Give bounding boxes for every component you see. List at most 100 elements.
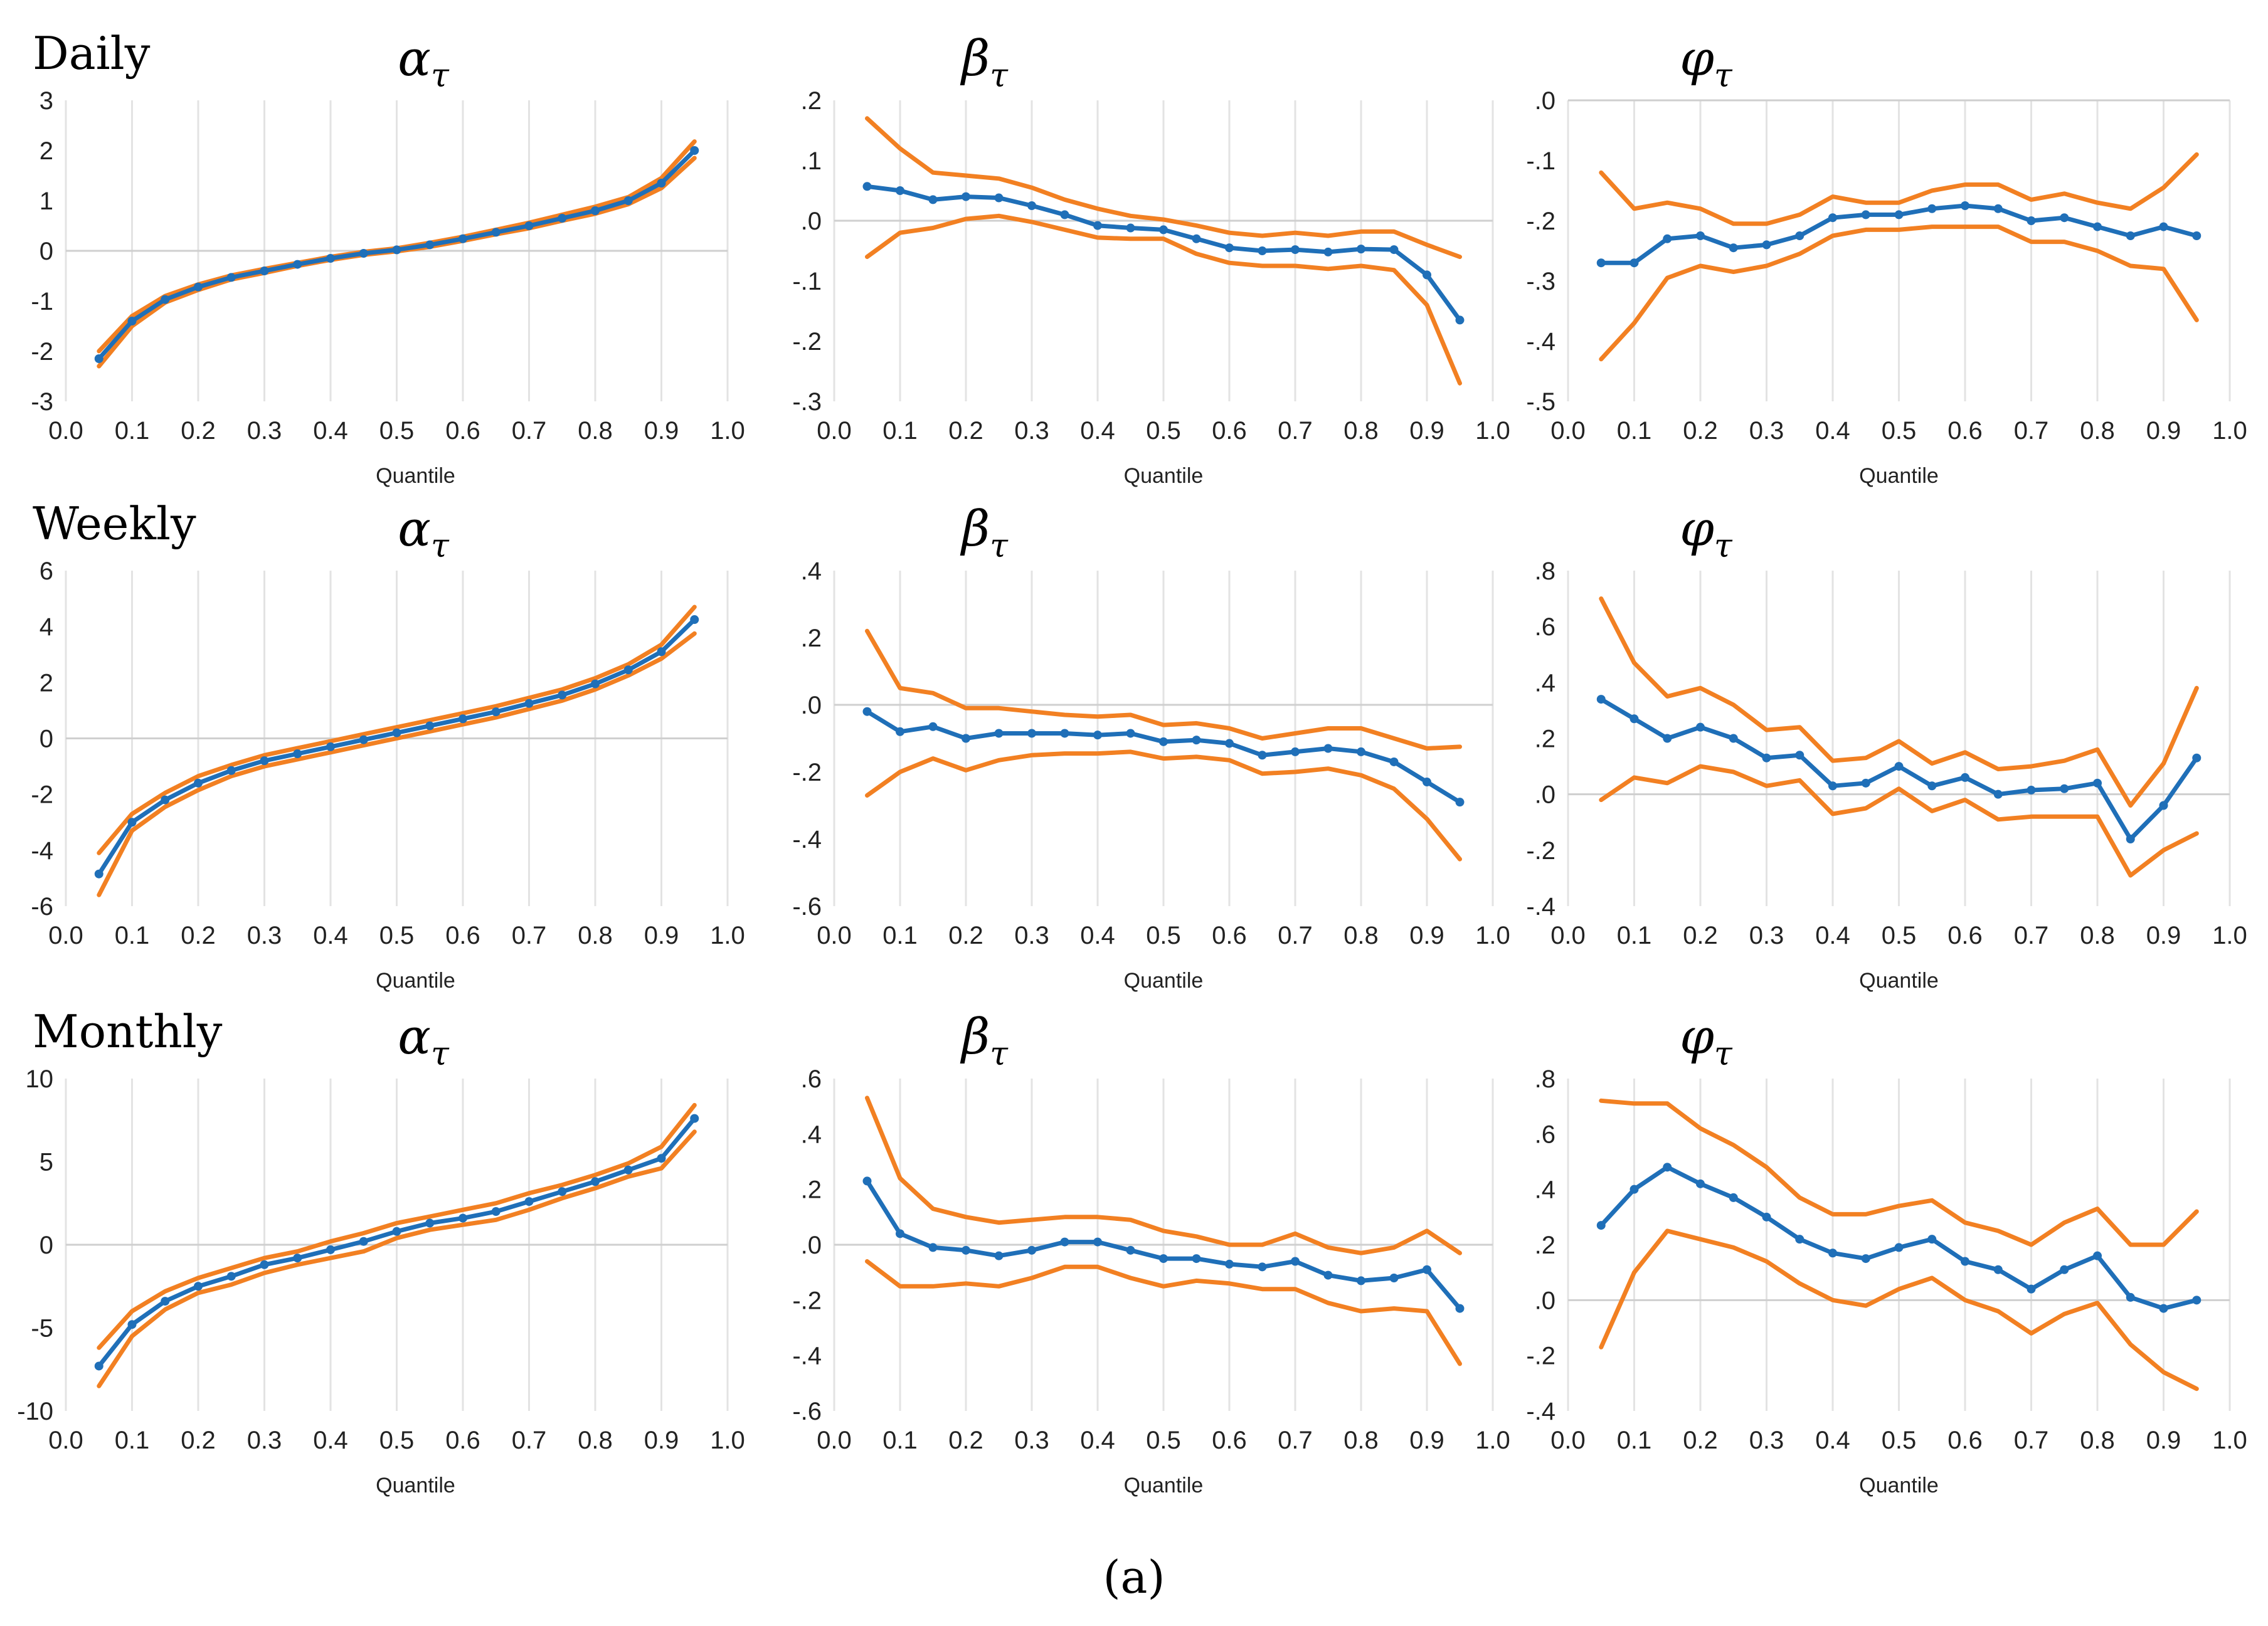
- y-tick-label: .4: [1535, 1176, 1555, 1204]
- x-tick-label: 0.7: [1278, 417, 1313, 445]
- x-tick-label: 0.4: [313, 1427, 348, 1454]
- x-tick-label: 0.6: [1212, 922, 1247, 949]
- x-tick-label: 0.6: [1212, 417, 1247, 445]
- estimate-point: [524, 699, 534, 708]
- estimate-point: [293, 1254, 302, 1263]
- estimate-point: [558, 690, 567, 700]
- estimate-point: [2060, 213, 2069, 223]
- x-tick-label: 1.0: [2212, 417, 2247, 445]
- panel-title: ατ: [398, 1009, 450, 1073]
- panel-title: βτ: [960, 1009, 1009, 1073]
- y-tick-label: .8: [1535, 557, 1555, 585]
- x-tick-label: 0.6: [445, 922, 480, 949]
- estimate-point: [1060, 210, 1069, 219]
- estimate-point: [359, 1237, 368, 1246]
- estimate-point: [2027, 785, 2036, 795]
- estimate-point: [194, 282, 203, 292]
- estimate-point: [425, 240, 435, 250]
- y-tick-label: 4: [40, 613, 53, 641]
- estimate-point: [1861, 778, 1870, 788]
- estimate-point: [1894, 762, 1904, 771]
- y-tick-label: .4: [801, 557, 822, 585]
- estimate-point: [1423, 778, 1431, 787]
- upper-bound-line: [97, 604, 697, 855]
- estimate-point: [1828, 213, 1837, 223]
- x-axis-label: Quantile: [1124, 464, 1204, 488]
- estimate-point: [1291, 747, 1300, 756]
- estimate-point: [2027, 1284, 2036, 1294]
- x-tick-label: 0.5: [1882, 922, 1917, 949]
- y-tick-label: -6: [31, 893, 53, 921]
- estimate-point: [392, 245, 401, 255]
- x-tick-label: 1.0: [1475, 922, 1510, 949]
- estimate-point: [425, 721, 435, 731]
- y-tick-label: .0: [1535, 1287, 1555, 1314]
- y-tick-label: .0: [801, 208, 822, 235]
- x-tick-label: 0.7: [1278, 1427, 1313, 1454]
- estimate-point: [2093, 1251, 2102, 1260]
- estimate-point: [524, 1197, 534, 1206]
- x-tick-label: 0.7: [512, 417, 547, 445]
- estimate-point: [928, 1243, 938, 1252]
- estimate-point: [1927, 1235, 1937, 1244]
- estimate-point: [1357, 245, 1365, 254]
- estimate-point: [1993, 204, 2003, 213]
- x-tick-label: 0.9: [1409, 417, 1444, 445]
- x-tick-label: 0.5: [379, 417, 415, 445]
- estimate-point: [2192, 1296, 2202, 1305]
- lower-bound-line: [865, 213, 1462, 386]
- estimate-point: [1159, 737, 1168, 746]
- estimate-point: [1225, 739, 1234, 748]
- estimate-point: [458, 1213, 467, 1223]
- x-tick-label: 0.2: [948, 922, 983, 949]
- y-tick-label: .2: [801, 1176, 822, 1204]
- estimate-point: [862, 1176, 872, 1186]
- estimate-point: [962, 1245, 970, 1255]
- x-tick-label: 0.1: [115, 922, 150, 949]
- y-tick-label: .1: [801, 147, 822, 175]
- y-tick-label: 0: [40, 1232, 53, 1259]
- y-tick-label: .2: [801, 625, 822, 652]
- y-tick-label: -.4: [1526, 893, 1555, 921]
- estimate-point: [591, 206, 600, 215]
- y-tick-label: -.2: [792, 1287, 822, 1314]
- panel-title: βτ: [960, 31, 1009, 95]
- estimate-point: [491, 1207, 501, 1216]
- lower-bound-line: [97, 631, 697, 897]
- estimate-point: [690, 146, 699, 155]
- estimate-point: [425, 1218, 435, 1228]
- estimate-point: [293, 749, 302, 759]
- estimate-point: [558, 214, 567, 223]
- panel-title-subscript: τ: [431, 527, 450, 565]
- estimate-point: [1225, 243, 1234, 253]
- y-tick-label: 0: [40, 726, 53, 753]
- x-tick-label: 0.4: [313, 417, 348, 445]
- x-tick-label: 0.0: [1550, 417, 1586, 445]
- estimate-point: [1455, 1304, 1465, 1313]
- x-tick-label: 0.7: [2014, 922, 2049, 949]
- x-tick-label: 0.7: [2014, 417, 2049, 445]
- y-tick-label: .6: [801, 1065, 822, 1093]
- upper-bound-line: [1599, 596, 2199, 808]
- x-tick-label: 0.6: [1947, 1427, 1983, 1454]
- estimate-point: [458, 234, 467, 243]
- x-tick-label: 0.3: [1014, 922, 1049, 949]
- x-tick-label: 1.0: [710, 417, 745, 445]
- panel-title-subscript: τ: [1714, 57, 1733, 95]
- x-tick-label: 0.4: [1080, 417, 1115, 445]
- panel-title-subscript: τ: [990, 1035, 1009, 1073]
- estimate-point: [1093, 731, 1102, 740]
- estimate-point: [962, 192, 970, 201]
- estimate-point: [226, 766, 236, 775]
- panel-title: ατ: [398, 31, 450, 95]
- estimate-point: [1060, 1237, 1069, 1247]
- estimate-point: [1795, 1235, 1804, 1244]
- x-tick-label: 0.5: [1146, 1427, 1181, 1454]
- estimate-point: [591, 679, 600, 689]
- panel-title-symbol: φ: [1680, 31, 1714, 87]
- estimate-point: [326, 1245, 335, 1254]
- y-tick-label: -5: [31, 1315, 53, 1343]
- estimate-point: [862, 182, 872, 191]
- estimate-point: [1323, 247, 1333, 256]
- estimate-point: [392, 728, 401, 737]
